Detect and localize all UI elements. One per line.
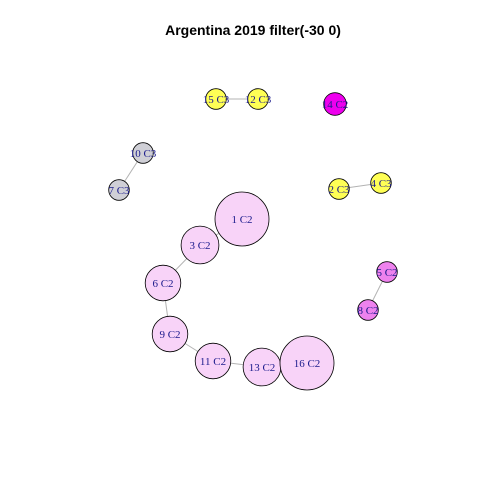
node-label-10: 10 C3 (130, 148, 157, 160)
graph-title: Argentina 2019 filter(-30 0) (165, 22, 341, 38)
node-14: 14 C2 (322, 92, 349, 116)
node-circle-4 (370, 172, 392, 194)
node-circle-16 (279, 335, 335, 391)
node-3: 3 C2 (180, 225, 220, 265)
node-circle-6 (144, 264, 182, 302)
node-circle-10 (132, 142, 154, 164)
node-label-7: 7 C3 (108, 185, 130, 197)
node-label-8: 8 C2 (357, 305, 378, 317)
node-5: 5 C2 (376, 261, 398, 283)
node-label-9: 9 C2 (159, 329, 180, 341)
node-13: 13 C2 (242, 347, 282, 387)
node-8: 8 C2 (357, 299, 379, 321)
node-circle-11 (194, 342, 232, 380)
node-label-12: 12 C3 (245, 94, 272, 106)
node-label-5: 5 C2 (376, 267, 397, 279)
node-circle-12 (247, 88, 269, 110)
node-label-16: 16 C2 (294, 358, 321, 370)
node-circle-7 (108, 179, 130, 201)
node-11: 11 C2 (194, 342, 232, 380)
node-4: 4 C3 (370, 172, 392, 194)
node-7: 7 C3 (108, 179, 130, 201)
node-16: 16 C2 (279, 335, 335, 391)
node-label-2: 2 C3 (328, 184, 350, 196)
node-circle-8 (357, 299, 379, 321)
node-circle-3 (180, 225, 220, 265)
node-circle-2 (328, 178, 350, 200)
node-circle-5 (376, 261, 398, 283)
node-9: 9 C2 (151, 315, 189, 353)
node-2: 2 C3 (328, 178, 350, 200)
node-label-6: 6 C2 (152, 278, 173, 290)
node-label-3: 3 C2 (189, 240, 210, 252)
node-1: 1 C2 (214, 191, 270, 247)
node-6: 6 C2 (144, 264, 182, 302)
node-circle-14 (323, 92, 347, 116)
node-label-15: 15 C3 (203, 94, 230, 106)
node-label-13: 13 C2 (249, 362, 276, 374)
node-10: 10 C3 (130, 142, 157, 164)
node-circle-1 (214, 191, 270, 247)
node-circle-15 (205, 88, 227, 110)
node-15: 15 C3 (203, 88, 230, 110)
node-circle-9 (151, 315, 189, 353)
node-label-1: 1 C2 (231, 214, 252, 226)
node-label-14: 14 C2 (322, 99, 349, 111)
nodes-layer: 1 C2 3 C2 6 C2 9 C2 11 C2 13 C2 16 C2 5 C2 8 C2 1… (108, 88, 398, 391)
node-label-4: 4 C3 (370, 178, 392, 190)
node-label-11: 11 C2 (200, 356, 226, 368)
node-12: 12 C3 (245, 88, 272, 110)
